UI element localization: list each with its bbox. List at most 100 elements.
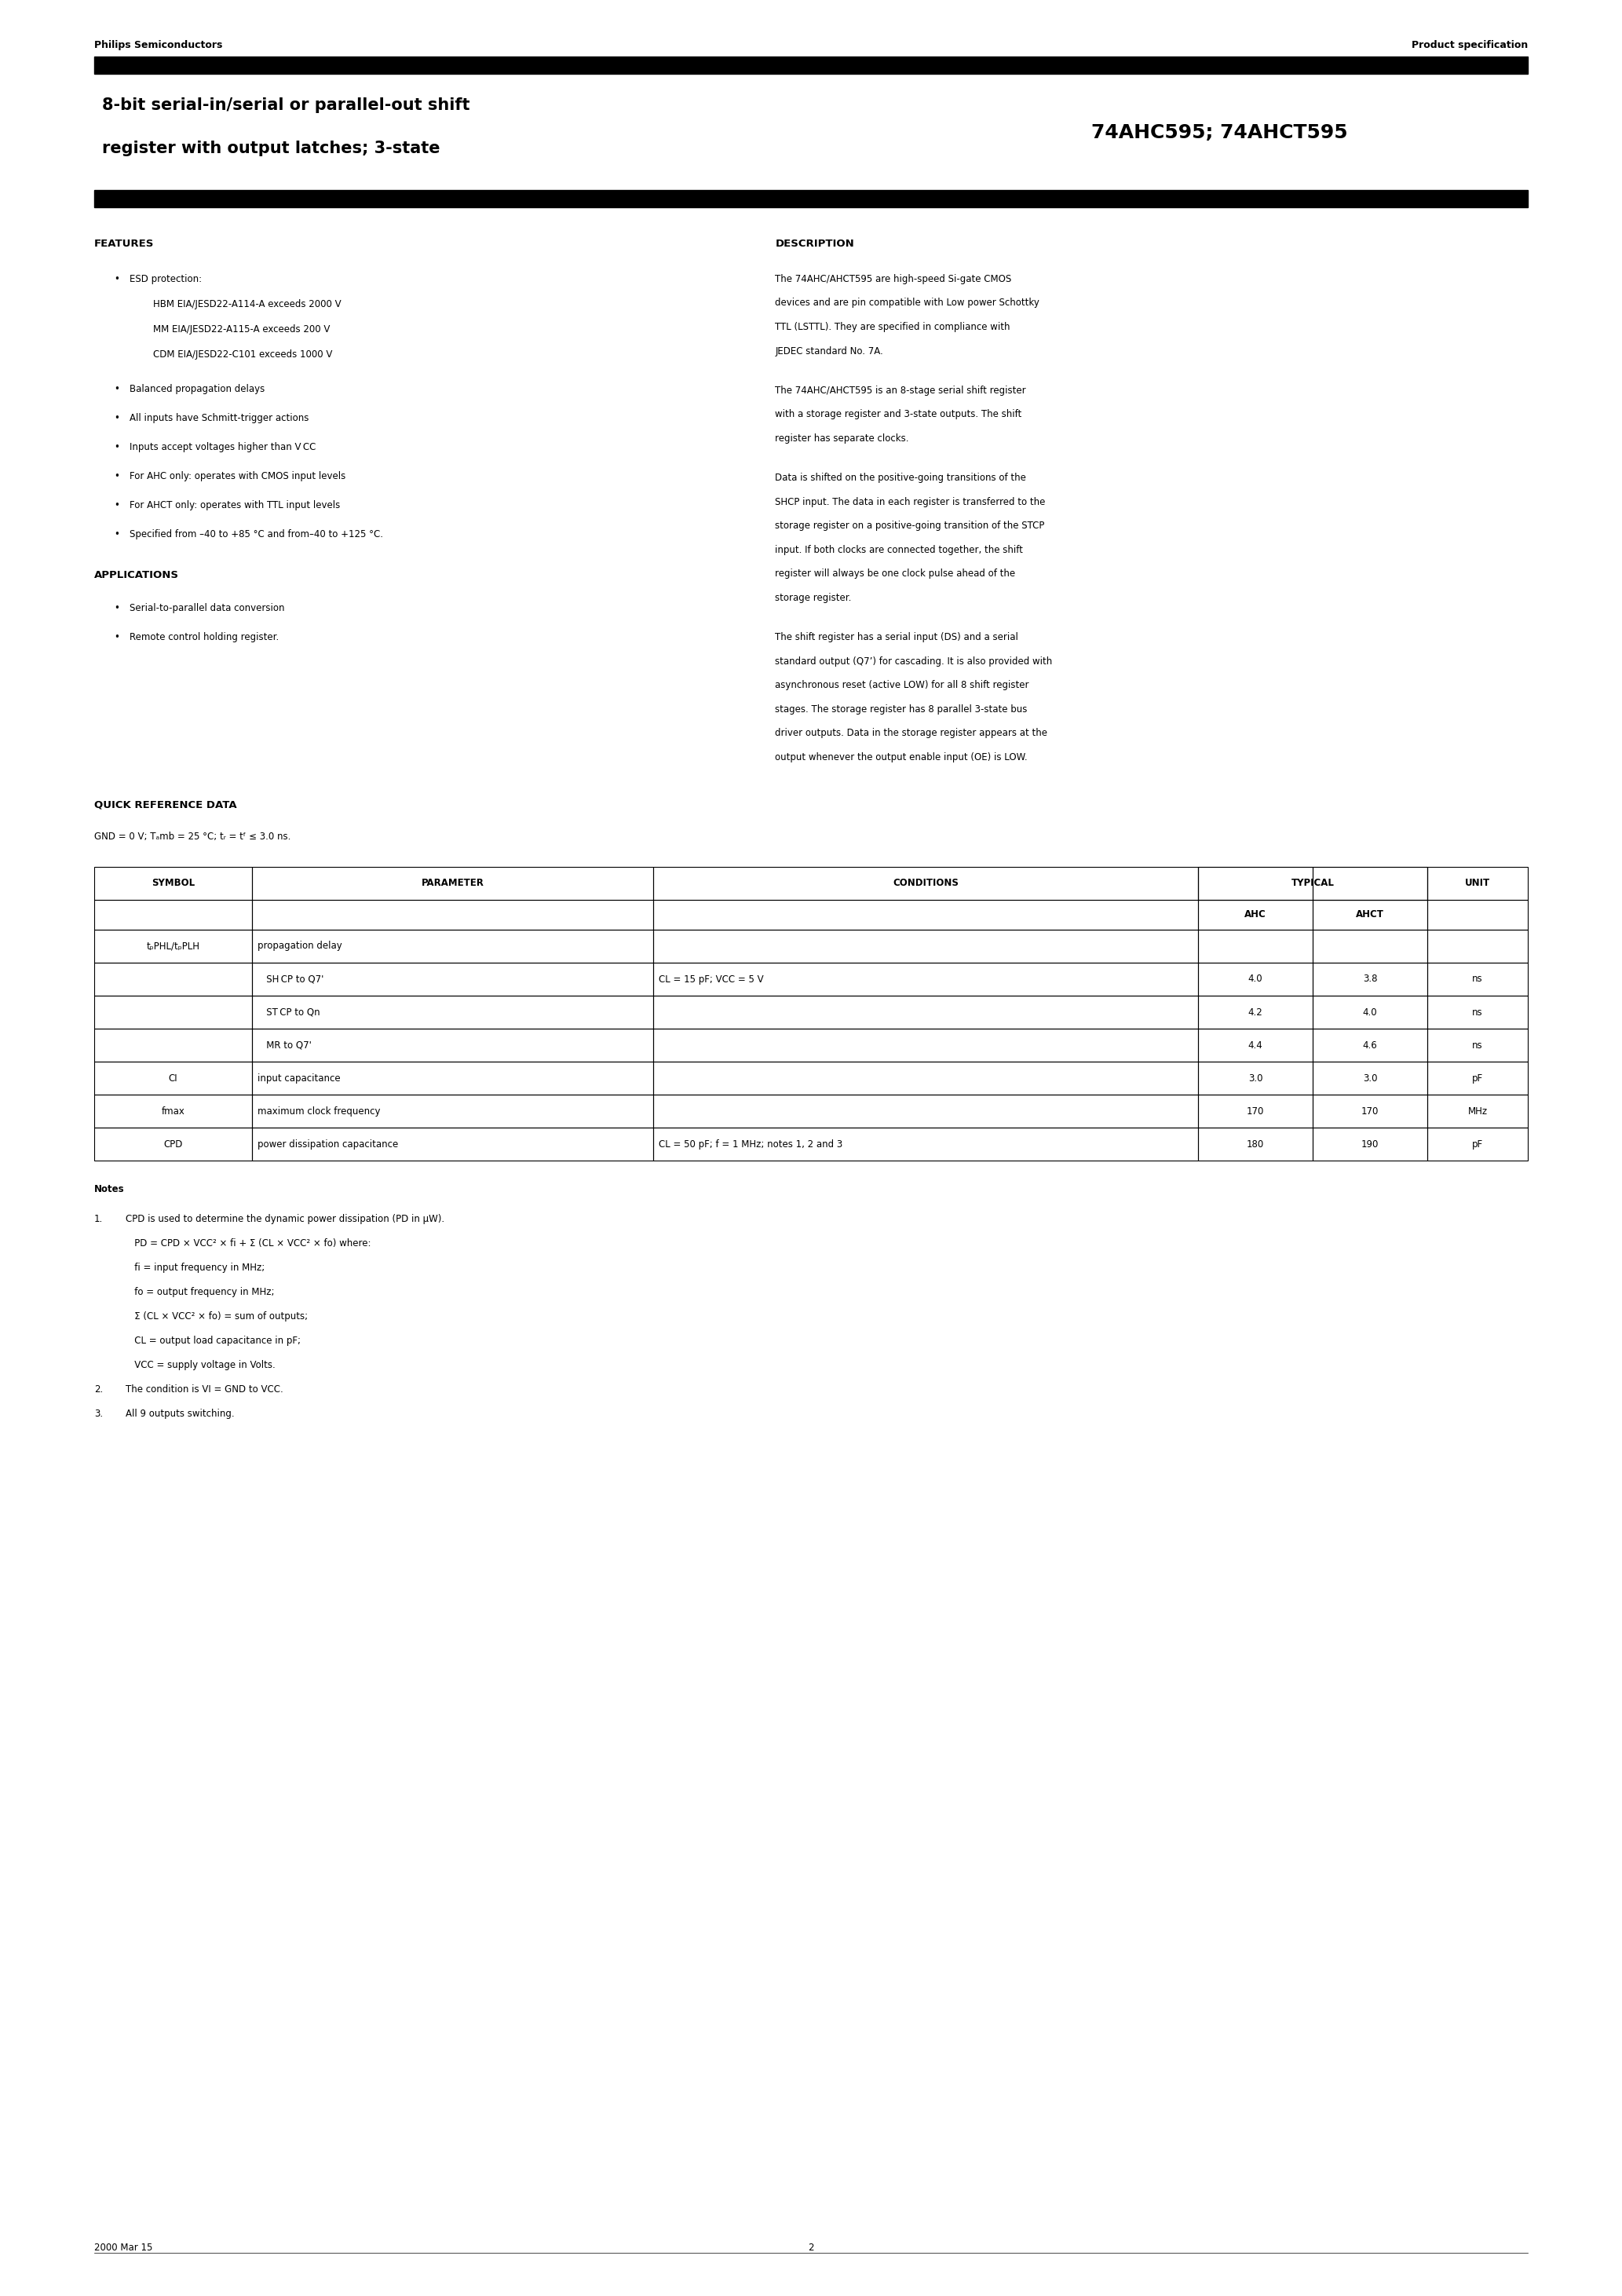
Bar [1427, 930, 1528, 962]
Text: CL = 50 pF; f = 1 MHz; notes 1, 2 and 3: CL = 50 pF; f = 1 MHz; notes 1, 2 and 3 [659, 1139, 843, 1150]
Bar [654, 1029, 1199, 1061]
Text: PARAMETER: PARAMETER [422, 879, 483, 889]
Text: The 74AHC/AHCT595 is an 8-stage serial shift register: The 74AHC/AHCT595 is an 8-stage serial s… [775, 386, 1027, 395]
Text: power dissipation capacitance: power dissipation capacitance [258, 1139, 397, 1150]
Bar [1199, 1061, 1312, 1095]
Text: MHz: MHz [1468, 1107, 1487, 1116]
Text: For AHCT only: operates with TTL input levels: For AHCT only: operates with TTL input l… [130, 501, 341, 510]
Bar [1312, 1029, 1427, 1061]
Bar [654, 996, 1199, 1029]
Bar [251, 1061, 654, 1095]
Text: Serial-to-parallel data conversion: Serial-to-parallel data conversion [130, 604, 284, 613]
Bar [654, 868, 1199, 900]
Bar [1199, 1127, 1312, 1159]
Text: FEATURES: FEATURES [94, 239, 154, 248]
Bar [1427, 996, 1528, 1029]
Text: input. If both clocks are connected together, the shift: input. If both clocks are connected toge… [775, 544, 1023, 556]
Text: storage register on a positive-going transition of the STCP: storage register on a positive-going tra… [775, 521, 1045, 530]
Text: CI: CI [169, 1072, 178, 1084]
Text: 3.: 3. [94, 1410, 102, 1419]
Bar [1427, 868, 1528, 900]
Text: CL = 15 pF; VCC = 5 V: CL = 15 pF; VCC = 5 V [659, 974, 764, 985]
Text: pF: pF [1473, 1072, 1483, 1084]
Bar [1199, 868, 1312, 900]
Text: All inputs have Schmitt-trigger actions: All inputs have Schmitt-trigger actions [130, 413, 308, 422]
Text: ns: ns [1473, 974, 1483, 985]
Text: TTL (LSTTL). They are specified in compliance with: TTL (LSTTL). They are specified in compl… [775, 321, 1011, 333]
Bar [1199, 996, 1312, 1029]
Text: Σ (CL × VCC² × fo) = sum of outputs;: Σ (CL × VCC² × fo) = sum of outputs; [125, 1311, 308, 1322]
Text: For AHC only: operates with CMOS input levels: For AHC only: operates with CMOS input l… [130, 471, 345, 482]
Text: DESCRIPTION: DESCRIPTION [775, 239, 855, 248]
Text: 3.0: 3.0 [1249, 1072, 1262, 1084]
Text: 190: 190 [1361, 1139, 1379, 1150]
Bar [654, 900, 1199, 930]
Text: •: • [114, 383, 120, 395]
Text: 4.0: 4.0 [1362, 1008, 1377, 1017]
Bar [1199, 962, 1312, 996]
Bar [251, 930, 654, 962]
Text: output whenever the output enable input (OE) is LOW.: output whenever the output enable input … [775, 753, 1028, 762]
Text: Specified from –40 to +85 °C and from–40 to +125 °C.: Specified from –40 to +85 °C and from–40… [130, 530, 383, 540]
Text: •: • [114, 501, 120, 510]
Bar [94, 1061, 251, 1095]
Text: 4.0: 4.0 [1247, 974, 1262, 985]
Bar [1199, 1029, 1312, 1061]
Bar [1199, 1095, 1312, 1127]
Text: CDM EIA/JESD22-C101 exceeds 1000 V: CDM EIA/JESD22-C101 exceeds 1000 V [152, 349, 333, 360]
Bar [94, 1095, 251, 1127]
Bar [1312, 962, 1427, 996]
Text: MR to Q7': MR to Q7' [258, 1040, 311, 1049]
Text: Remote control holding register.: Remote control holding register. [130, 631, 279, 643]
Text: Philips Semiconductors: Philips Semiconductors [94, 39, 222, 51]
Bar [654, 1095, 1199, 1127]
Bar [251, 996, 654, 1029]
Text: 2.: 2. [94, 1384, 104, 1394]
Bar [1427, 1029, 1528, 1061]
Text: storage register.: storage register. [775, 592, 852, 604]
Bar [1199, 930, 1312, 962]
Text: All 9 outputs switching.: All 9 outputs switching. [125, 1410, 235, 1419]
Bar [1427, 900, 1528, 930]
Text: AHC: AHC [1244, 909, 1267, 921]
Text: fi = input frequency in MHz;: fi = input frequency in MHz; [125, 1263, 264, 1272]
Bar [94, 191, 1528, 207]
Text: PD = CPD × VCC² × fi + Σ (CL × VCC² × fo) where:: PD = CPD × VCC² × fi + Σ (CL × VCC² × fo… [125, 1238, 371, 1249]
Text: Balanced propagation delays: Balanced propagation delays [130, 383, 264, 395]
Bar [654, 1061, 1199, 1095]
Text: GND = 0 V; Tₐmb = 25 °C; tᵣ = tᶠ ≤ 3.0 ns.: GND = 0 V; Tₐmb = 25 °C; tᵣ = tᶠ ≤ 3.0 n… [94, 831, 290, 843]
Text: with a storage register and 3-state outputs. The shift: with a storage register and 3-state outp… [775, 409, 1022, 420]
Bar [94, 996, 251, 1029]
Text: 1.: 1. [94, 1215, 104, 1224]
Text: 8-bit serial-in/serial or parallel-out shift: 8-bit serial-in/serial or parallel-out s… [102, 96, 470, 113]
Text: HBM EIA/JESD22-A114-A exceeds 2000 V: HBM EIA/JESD22-A114-A exceeds 2000 V [152, 298, 341, 310]
Text: ESD protection:: ESD protection: [130, 273, 201, 285]
Bar [654, 930, 1199, 962]
Text: •: • [114, 631, 120, 643]
Text: CPD: CPD [164, 1139, 183, 1150]
Text: asynchronous reset (active LOW) for all 8 shift register: asynchronous reset (active LOW) for all … [775, 680, 1028, 691]
Text: 170: 170 [1247, 1107, 1264, 1116]
Bar [1312, 1061, 1427, 1095]
Bar [251, 962, 654, 996]
Text: SH CP to Q7': SH CP to Q7' [258, 974, 324, 985]
Text: The 74AHC/AHCT595 are high-speed Si-gate CMOS: The 74AHC/AHCT595 are high-speed Si-gate… [775, 273, 1012, 285]
Bar [251, 1127, 654, 1159]
Text: 4.2: 4.2 [1247, 1008, 1264, 1017]
Text: propagation delay: propagation delay [258, 941, 342, 951]
Text: tₚPHL/tₚPLH: tₚPHL/tₚPLH [146, 941, 200, 951]
Text: APPLICATIONS: APPLICATIONS [94, 569, 178, 581]
Text: Product specification: Product specification [1411, 39, 1528, 51]
Text: •: • [114, 530, 120, 540]
Text: CONDITIONS: CONDITIONS [892, 879, 959, 889]
Text: 170: 170 [1361, 1107, 1379, 1116]
Text: stages. The storage register has 8 parallel 3-state bus: stages. The storage register has 8 paral… [775, 705, 1027, 714]
Bar [94, 1029, 251, 1061]
Text: Inputs accept voltages higher than V CC: Inputs accept voltages higher than V CC [130, 443, 316, 452]
Text: The shift register has a serial input (DS) and a serial: The shift register has a serial input (D… [775, 631, 1019, 643]
Text: •: • [114, 443, 120, 452]
Text: standard output (Q7’) for cascading. It is also provided with: standard output (Q7’) for cascading. It … [775, 657, 1053, 666]
Bar [1199, 900, 1312, 930]
Text: •: • [114, 471, 120, 482]
Bar [1199, 868, 1427, 900]
